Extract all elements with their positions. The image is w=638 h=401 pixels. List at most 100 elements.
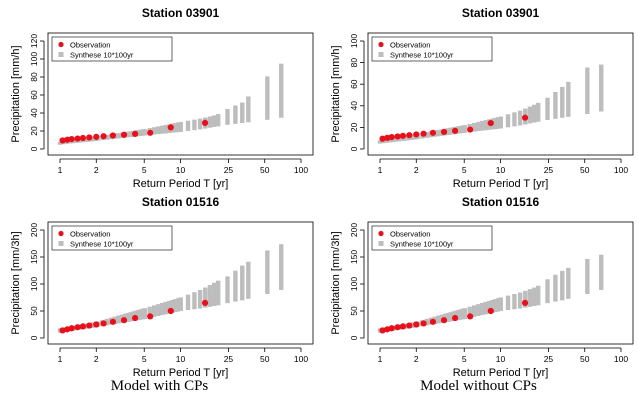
synthese-marker: [545, 279, 550, 304]
legend-observation-marker: [58, 41, 64, 48]
synthese-marker: [472, 122, 477, 132]
synthese-marker: [212, 282, 217, 307]
synthese-marker: [185, 294, 191, 311]
x-tick-label: 5: [462, 354, 467, 364]
x-tick-label: 2: [414, 165, 419, 175]
synthese-marker: [138, 129, 143, 136]
observation-point: [120, 131, 128, 138]
synthese-marker: [495, 117, 501, 129]
x-tick-label: 5: [142, 354, 147, 364]
x-tick-label: 2: [94, 165, 99, 175]
observation-point: [86, 134, 93, 141]
x-tick-label: 10: [496, 354, 506, 364]
legend-synthese-label: Synthese 10*100yr: [70, 51, 134, 60]
synthese-marker: [73, 139, 78, 143]
synthese-marker: [448, 312, 453, 322]
synthese-marker: [233, 105, 238, 124]
chart-title: Station 03901: [462, 6, 540, 20]
synthese-marker: [566, 81, 571, 117]
y-tick-label: 0: [29, 335, 39, 340]
y-tick-label: 0: [349, 146, 359, 151]
y-tick-label: 80: [29, 72, 39, 82]
x-tick-label: 10: [496, 165, 506, 175]
observation-point: [440, 128, 448, 136]
synthese-series: [377, 254, 604, 333]
y-axis-label: Precipitation [mm/h]: [330, 45, 342, 142]
synthese-marker: [445, 128, 450, 136]
synthese-marker: [527, 289, 533, 307]
synthese-marker: [498, 297, 503, 311]
x-tick-label: 25: [544, 165, 554, 175]
synthese-marker: [173, 299, 178, 313]
plot-frame: [367, 221, 634, 345]
x-tick-label: 50: [580, 165, 590, 175]
x-tick-label: 2: [414, 354, 419, 364]
x-tick-label: 1: [378, 354, 383, 364]
observation-point: [406, 322, 413, 329]
synthese-marker: [279, 63, 284, 118]
observation-point: [399, 132, 407, 139]
synthese-marker: [398, 136, 404, 142]
synthese-marker: [393, 137, 398, 142]
y-tick-label: 100: [29, 277, 39, 291]
observation-point: [452, 127, 459, 134]
y-tick-label: 0: [349, 335, 359, 340]
synthese-marker: [490, 299, 495, 313]
y-tick-label: 50: [29, 306, 39, 316]
x-tick-label: 1: [58, 354, 63, 364]
legend-observation-label: Observation: [390, 230, 430, 239]
observation-series: [59, 299, 209, 334]
observation-point: [406, 132, 413, 139]
observation-point: [86, 322, 93, 329]
legend-box: [51, 225, 173, 251]
synthese-marker: [178, 297, 183, 311]
observation-point: [379, 327, 386, 334]
x-tick-label: 100: [614, 354, 628, 364]
x-tick-label: 25: [544, 354, 554, 364]
observation-point: [109, 318, 117, 325]
synthese-marker: [125, 131, 130, 138]
x-axis-label: Return Period T [yr]: [453, 178, 549, 190]
synthese-marker: [170, 299, 175, 313]
synthese-marker: [57, 141, 63, 145]
observation-point: [167, 124, 174, 131]
synthese-marker: [390, 138, 396, 143]
observation-point: [59, 137, 66, 144]
synthese-marker: [67, 140, 73, 144]
legend-observation-label: Observation: [70, 41, 110, 50]
synthese-marker: [585, 258, 590, 295]
y-tick-label: 200: [349, 223, 359, 237]
observation-point: [487, 307, 494, 315]
synthese-marker: [495, 298, 501, 312]
synthese-marker: [483, 301, 488, 315]
synthese-marker: [265, 76, 270, 120]
legend-observation-label: Observation: [70, 230, 110, 239]
legend-synthese-marker: [378, 241, 384, 246]
plot-frame: [47, 32, 314, 156]
synthese-marker: [493, 117, 498, 130]
synthese-marker: [192, 292, 197, 310]
synthese-marker: [104, 318, 110, 326]
synthese-marker: [387, 138, 393, 143]
synthese-marker: [532, 104, 537, 123]
observation-point: [399, 323, 407, 330]
observation-point: [93, 133, 100, 140]
synthese-marker: [166, 300, 172, 314]
synthese-marker: [553, 91, 558, 119]
synthese-marker: [455, 310, 461, 321]
x-axis-label: Return Period T [yr]: [133, 367, 229, 379]
observation-point: [487, 119, 494, 127]
synthese-marker: [160, 302, 165, 316]
synthese-marker: [138, 309, 143, 320]
synthese-series: [57, 244, 284, 333]
observation-series: [59, 119, 209, 144]
synthese-marker: [104, 134, 110, 140]
observation-point: [394, 133, 401, 140]
synthese-marker: [483, 120, 488, 131]
y-axis-label: Precipitation [mm/3h]: [10, 231, 22, 334]
y-tick-label: 0: [29, 146, 39, 151]
x-tick-label: 50: [260, 165, 270, 175]
synthese-marker: [246, 96, 251, 123]
synthese-marker: [566, 267, 571, 299]
